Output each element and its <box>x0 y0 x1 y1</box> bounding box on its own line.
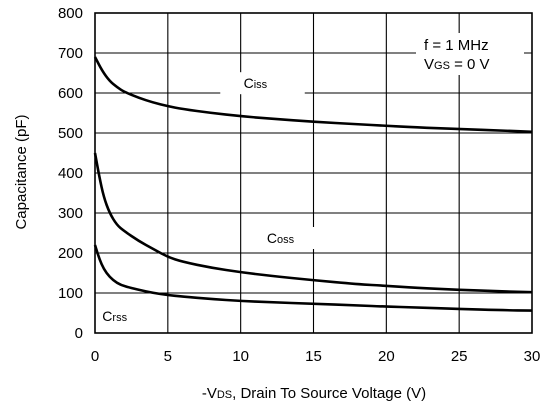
x-tick-label: 30 <box>524 348 541 365</box>
y-tick-label: 700 <box>58 45 83 62</box>
x-axis-title: -VDS, Drain To Source Voltage (V) <box>202 385 426 402</box>
y-tick-label: 400 <box>58 165 83 182</box>
y-tick-label: 300 <box>58 205 83 222</box>
series-label-main: C <box>102 308 112 324</box>
x-tick-label: 20 <box>378 348 395 365</box>
x-tick-label: 10 <box>232 348 249 365</box>
x-tick-label: 0 <box>91 348 99 365</box>
vgs-rest: = 0 V <box>450 56 490 73</box>
vgs-subscript: GS <box>434 60 450 72</box>
series-label-coss: Coss <box>267 230 295 246</box>
series-label-subscript: iss <box>254 79 268 91</box>
series-line-ciss <box>93 56 533 134</box>
series-label-subscript: rss <box>112 312 127 324</box>
x-title-subscript: DS <box>217 389 232 401</box>
y-tick-label: 800 <box>58 5 83 22</box>
x-tick-label: 15 <box>305 348 322 365</box>
series-label-main: C <box>244 75 254 91</box>
vgs-prefix: V <box>424 56 434 73</box>
series-line-coss <box>93 152 533 294</box>
grid-lines <box>95 13 532 333</box>
x-tick-labels: 0 5 10 15 20 25 30 <box>91 348 541 365</box>
plot-frame <box>94 12 533 334</box>
series-label-ciss: Ciss <box>244 75 268 91</box>
y-tick-label: 100 <box>58 285 83 302</box>
series-line-crss <box>93 244 533 312</box>
series-label-main: C <box>267 230 277 246</box>
y-axis-title: Capacitance (pF) <box>13 114 30 229</box>
series-label-subscript: oss <box>277 234 295 246</box>
series-label-crss: Crss <box>102 308 127 324</box>
condition-background <box>416 33 524 75</box>
y-tick-label: 500 <box>58 125 83 142</box>
y-tick-labels: 0 100 200 300 400 500 600 700 800 <box>58 5 83 342</box>
series-label-background <box>249 227 331 249</box>
series-lines <box>93 56 533 312</box>
vgs-condition: VGS = 0 V <box>424 56 490 73</box>
frequency-condition: f = 1 MHz <box>424 37 489 54</box>
series-label-background <box>220 72 305 95</box>
x-title-prefix: -V <box>202 385 217 402</box>
x-title-rest: , Drain To Source Voltage (V) <box>232 385 426 402</box>
y-tick-label: 0 <box>75 325 83 342</box>
y-tick-label: 200 <box>58 245 83 262</box>
y-tick-label: 600 <box>58 85 83 102</box>
x-tick-label: 25 <box>451 348 468 365</box>
x-tick-label: 5 <box>164 348 172 365</box>
